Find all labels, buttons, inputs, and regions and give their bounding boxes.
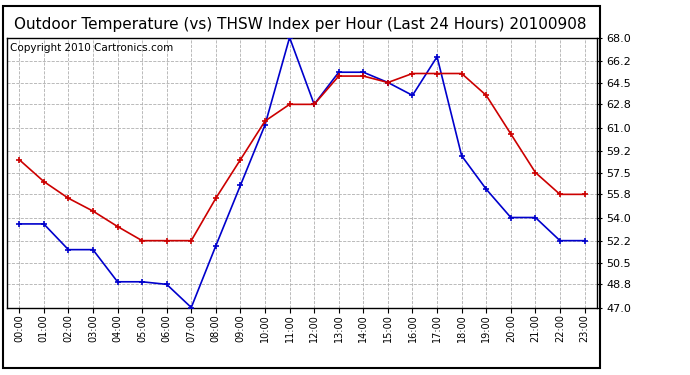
Text: Copyright 2010 Cartronics.com: Copyright 2010 Cartronics.com bbox=[10, 43, 173, 53]
Text: Outdoor Temperature (vs) THSW Index per Hour (Last 24 Hours) 20100908: Outdoor Temperature (vs) THSW Index per … bbox=[14, 17, 586, 32]
